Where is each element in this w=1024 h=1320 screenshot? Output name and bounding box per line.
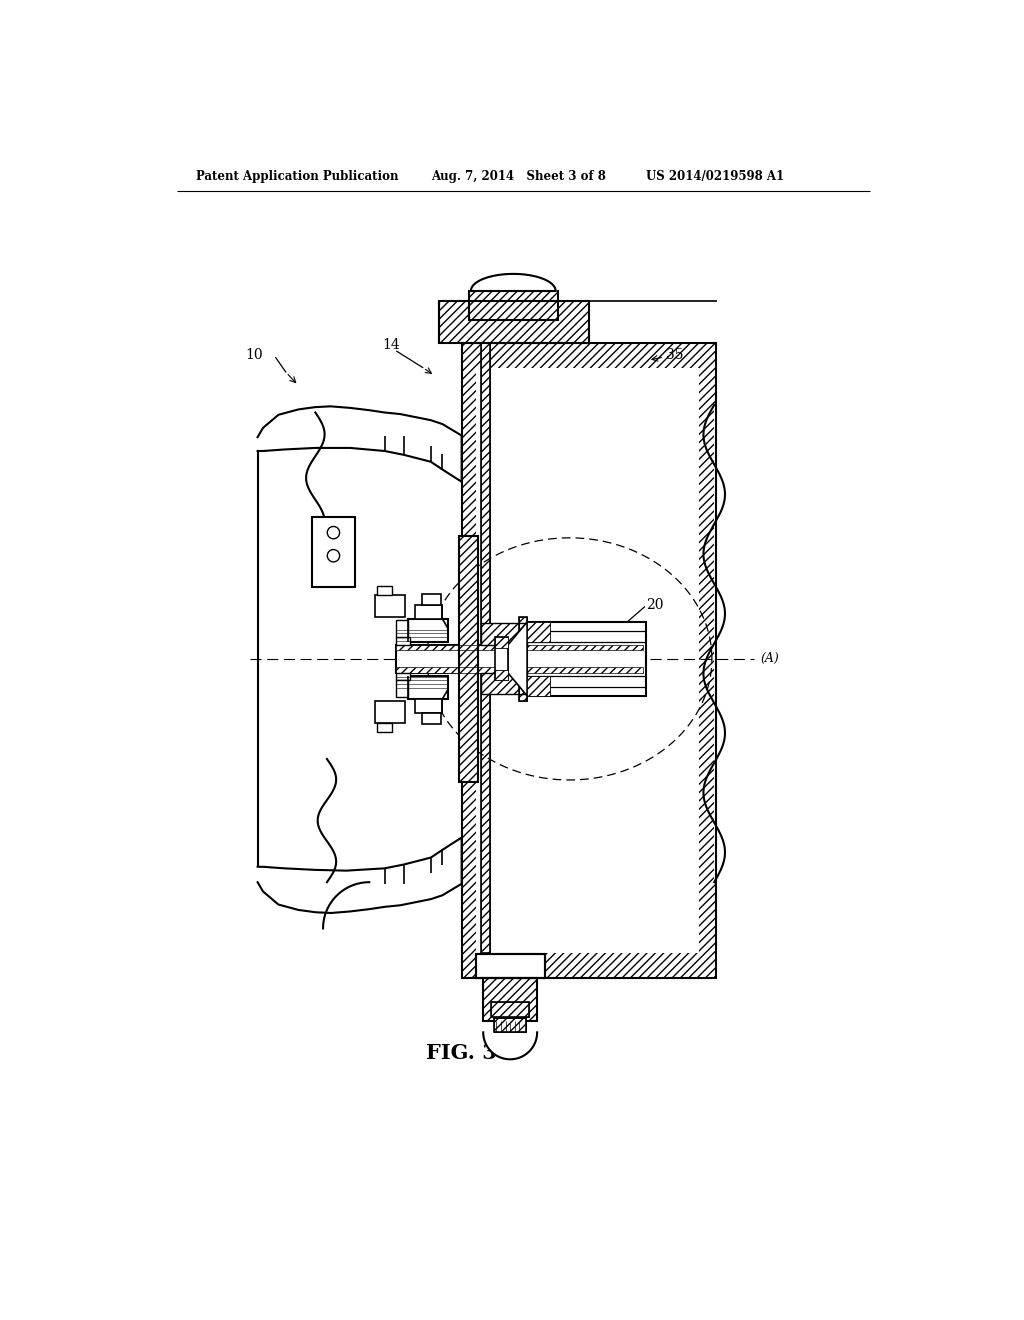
Bar — [495, 669, 508, 681]
Bar — [519, 616, 527, 701]
Bar — [462, 343, 716, 978]
Bar — [483, 978, 538, 1020]
Bar — [376, 701, 404, 723]
Bar — [438, 301, 589, 343]
Bar — [495, 638, 508, 681]
Bar — [490, 1002, 529, 1016]
Text: 14: 14 — [382, 338, 399, 351]
Bar — [396, 645, 643, 651]
Bar — [469, 290, 558, 321]
Bar — [527, 622, 646, 696]
Text: Patent Application Publication: Patent Application Publication — [196, 170, 398, 183]
Bar — [408, 676, 447, 700]
Bar — [494, 1019, 526, 1032]
Bar — [495, 638, 508, 648]
Bar — [422, 594, 441, 605]
Bar — [376, 595, 404, 616]
Polygon shape — [483, 1032, 538, 1059]
Bar — [396, 668, 643, 673]
Bar — [494, 1019, 526, 1032]
Bar — [481, 623, 527, 645]
Bar — [527, 622, 550, 642]
Bar — [481, 673, 527, 694]
Bar — [422, 713, 441, 723]
Bar — [481, 623, 527, 645]
Bar — [396, 620, 408, 638]
Bar — [396, 638, 410, 645]
Bar — [462, 343, 716, 978]
Bar — [416, 700, 442, 713]
Bar — [475, 368, 698, 953]
Bar — [475, 954, 545, 978]
Text: 35: 35 — [666, 347, 683, 362]
Text: (A): (A) — [761, 652, 779, 665]
Circle shape — [328, 527, 340, 539]
Bar — [396, 645, 643, 673]
Text: 20: 20 — [646, 598, 664, 612]
Bar — [527, 676, 550, 696]
Bar — [396, 673, 410, 681]
Text: US 2014/0219598 A1: US 2014/0219598 A1 — [646, 170, 784, 183]
Bar — [396, 681, 408, 697]
Bar — [475, 954, 545, 978]
Bar — [408, 619, 447, 642]
Text: 34: 34 — [550, 665, 568, 680]
Text: 10: 10 — [246, 347, 263, 362]
Bar — [312, 517, 354, 586]
Bar — [490, 1002, 529, 1016]
Bar — [438, 301, 589, 343]
Circle shape — [328, 549, 340, 562]
Bar — [483, 978, 538, 1020]
Bar — [714, 405, 716, 882]
Bar — [469, 290, 558, 321]
Bar — [377, 586, 392, 595]
Bar — [481, 343, 490, 953]
Bar — [459, 536, 478, 781]
Polygon shape — [508, 622, 527, 696]
Bar — [416, 605, 442, 619]
Bar — [481, 673, 527, 694]
Bar — [481, 343, 490, 953]
Bar — [475, 954, 545, 978]
Bar — [519, 616, 527, 701]
Text: FIG. 3: FIG. 3 — [426, 1043, 497, 1063]
Text: Aug. 7, 2014   Sheet 3 of 8: Aug. 7, 2014 Sheet 3 of 8 — [431, 170, 606, 183]
Bar — [377, 723, 392, 733]
Bar — [459, 536, 478, 781]
